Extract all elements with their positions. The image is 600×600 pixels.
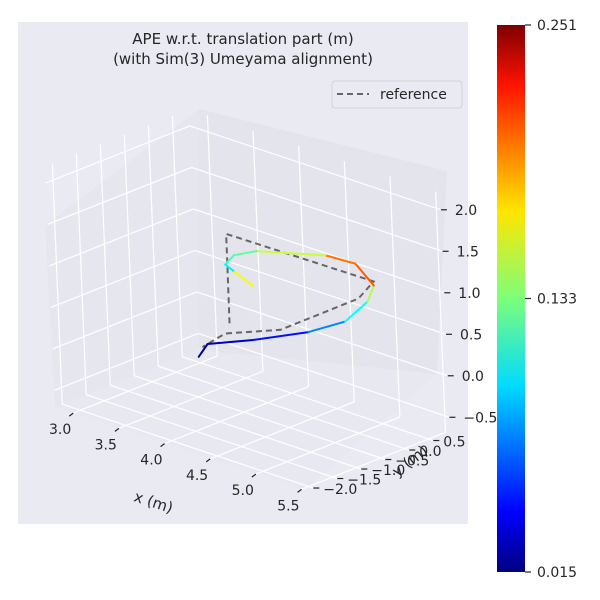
estimate-segment [324,254,357,265]
grid-z-back [193,208,445,294]
axis-tick-labels: 3.03.54.04.55.05.5−2.0−1.5−1.0−0.50.00.5… [49,203,497,515]
grid-y-floor [134,375,386,461]
grid-y-left [147,125,159,367]
colorbar-gradient [497,25,525,572]
grid-x-floor [209,401,355,460]
z-tick-label: 1.0 [458,286,480,302]
chart-title-line-1: APE w.r.t. translation part (m) [132,30,353,48]
y-tick-label: 0.5 [443,435,465,451]
x-tick [160,443,165,448]
colorbar: 0.015 0.133 0.251 [497,18,577,581]
legend-reference-label: reference [380,87,447,103]
x-tick-label: 4.0 [140,453,162,469]
x-tick-label: 3.0 [49,422,71,438]
grid-y-floor [62,403,314,489]
grid-y-floor [182,356,434,442]
z-tick-label: 0.5 [460,327,482,343]
grid-x-back [206,115,218,357]
grid-y-floor [110,384,362,470]
grid-y-left [75,153,87,395]
grid-x-back [298,145,310,387]
y-tick-label: 0.0 [419,444,441,460]
x-tick-label: 4.5 [186,468,208,484]
x-tick [114,427,120,432]
estimate-segment [232,250,258,257]
z-tick-label: 0.0 [462,369,484,385]
estimate-segment [255,250,327,257]
z-tick-label: 2.0 [455,203,477,219]
grid-z-back [196,291,448,377]
y-tick-label: −2.0 [323,482,357,498]
pane-back [199,109,447,374]
grid-x-back [389,176,401,418]
x-tick [205,458,211,463]
estimate-segment [197,343,209,358]
grid-lines [45,115,450,490]
estimate-segment [224,254,235,266]
grid-x-floor [118,370,264,429]
estimate-segment [307,320,347,334]
legend-box [331,80,463,109]
colorbar-ticks: 0.015 0.133 0.251 [525,18,577,581]
grid-y-left [171,115,183,357]
y-tick-label: −0.5 [395,454,429,470]
chart-title-line-2: (with Sim(3) Umeyama alignment) [113,50,373,68]
grid-z-left [52,291,197,350]
x-tick [68,412,74,417]
x-tick [297,488,302,493]
estimate-segment [224,263,236,273]
grid-y-left [51,163,63,405]
z-tick-label: −0.5 [463,410,497,426]
estimate-segment [206,338,255,345]
grid-x-back [435,191,447,433]
estimate-segment [366,284,375,303]
grid-z-left [45,125,191,184]
grid-z-left [47,166,192,225]
grid-x-floor [255,416,401,475]
grid-y-left [123,134,135,376]
legend: reference [331,80,463,109]
grid-z-left [54,332,199,391]
grid-x-floor [301,431,446,490]
grid-x-floor [73,355,218,414]
grid-z-back [189,125,442,211]
reference-series [201,232,376,349]
colorbar-tick-label: 0.015 [537,565,577,581]
z-tick-label: 1.5 [457,244,479,260]
grid-y-floor [158,365,410,451]
y-tick-label: −1.5 [347,473,381,489]
x-tick-label: 5.5 [277,498,299,514]
estimate-segment [344,300,369,323]
grid-z-left [48,208,194,267]
grid-z-back [198,332,450,418]
x-tick [251,473,257,478]
estimate-series [197,250,375,358]
x-tick-label: 5.0 [232,483,254,499]
colorbar-tick-label: 0.133 [537,292,577,308]
grid-x-floor [164,386,309,445]
colorbar-tick-label: 0.251 [537,18,577,34]
axis-ticks [68,209,456,493]
estimate-segment [252,331,310,341]
grid-z-back [194,249,447,335]
pane-floor [55,350,437,490]
estimate-segment [233,270,255,288]
reference-line [201,232,376,349]
estimate-segment [354,262,375,287]
grid-y-floor [86,394,338,480]
x-tick-label: 3.5 [95,437,117,453]
y-tick-label: −1.0 [371,463,405,479]
grid-y-left [99,144,111,386]
grid-z-back [191,166,443,252]
grid-x-back [343,161,355,402]
grid-z-left [50,249,196,308]
